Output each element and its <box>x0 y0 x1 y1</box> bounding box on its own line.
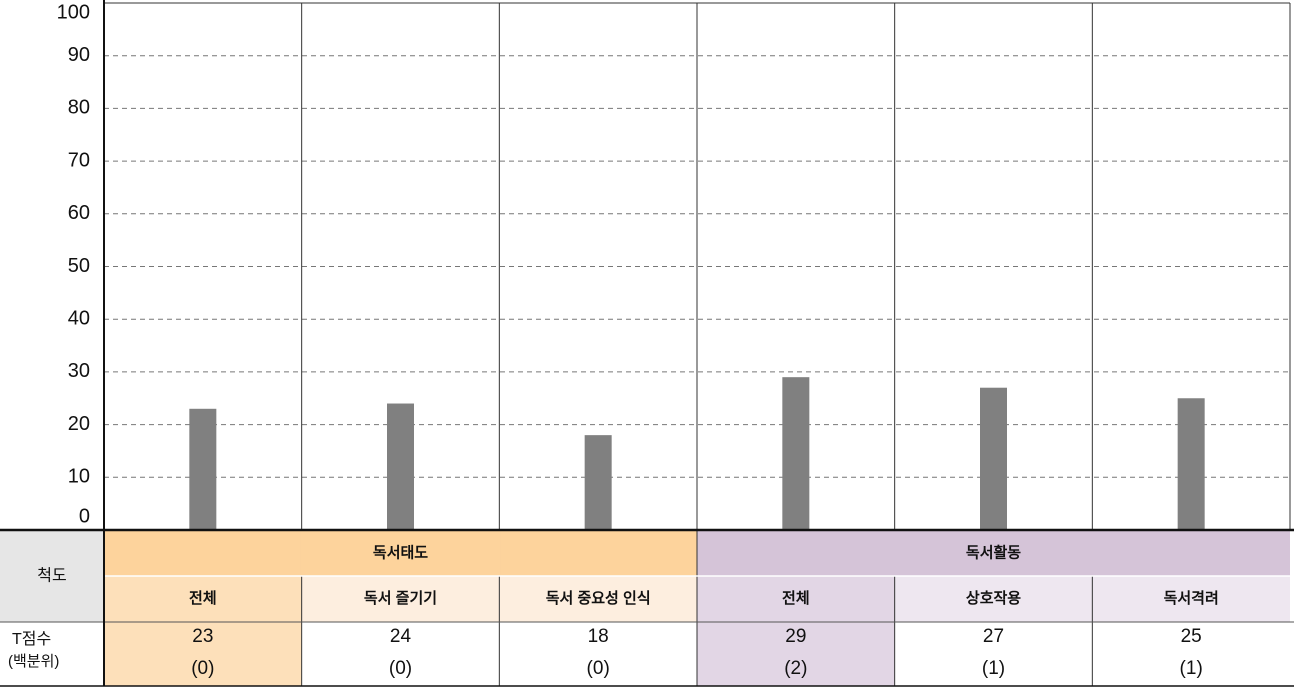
y-tick-label: 100 <box>57 1 90 23</box>
category-cell <box>894 576 1093 622</box>
bar <box>980 387 1007 530</box>
category-label: 독서 중요성 인식 <box>546 589 651 607</box>
bar <box>584 435 612 530</box>
percentile-value: (0) <box>587 658 610 679</box>
category-label: 전체 <box>782 590 810 607</box>
percentile-value: (0) <box>191 658 214 679</box>
group-cell <box>697 531 1290 576</box>
scale-label: 척도 <box>37 567 66 585</box>
score-value: 24 <box>390 626 412 647</box>
category-cell <box>1092 576 1290 622</box>
y-tick-label: 0 <box>79 505 90 527</box>
category-cell <box>697 576 895 622</box>
group-label: 독서활동 <box>966 543 1021 561</box>
category-label: 독서격려 <box>1164 589 1219 607</box>
y-tick-label: 40 <box>68 307 90 329</box>
category-label: 상호작용 <box>966 589 1021 607</box>
bar <box>782 377 810 530</box>
percentile-value: (1) <box>982 658 1005 679</box>
y-tick-label: 60 <box>68 202 90 224</box>
category-cell <box>499 576 697 622</box>
y-tick-label: 10 <box>68 466 90 488</box>
group-label: 독서태도 <box>373 544 428 561</box>
y-tick-label: 70 <box>68 149 90 171</box>
score-label: (백분위) <box>8 653 59 670</box>
score-value: 29 <box>785 626 806 647</box>
score-value: 23 <box>192 626 213 647</box>
percentile-value: (2) <box>784 658 807 679</box>
score-cell <box>697 622 895 686</box>
score-value: 25 <box>1181 626 1202 647</box>
group-cell <box>104 531 697 576</box>
score-value: 27 <box>983 626 1004 647</box>
scale-header-cell <box>0 531 104 622</box>
y-tick-label: 30 <box>68 360 90 382</box>
category-label: 독서 즐기기 <box>364 590 437 607</box>
percentile-value: (1) <box>1180 658 1203 679</box>
bar <box>387 403 414 530</box>
y-tick-label: 50 <box>68 255 90 277</box>
score-label: T점수 <box>12 630 51 648</box>
category-label: 전체 <box>189 590 217 607</box>
y-tick-label: 80 <box>68 97 90 119</box>
y-tick-label: 20 <box>68 413 90 435</box>
score-value: 18 <box>588 626 609 647</box>
score-cell <box>104 622 302 686</box>
bar <box>189 408 217 530</box>
category-cell <box>301 576 500 622</box>
bar <box>1177 398 1205 530</box>
percentile-value: (0) <box>389 658 412 679</box>
y-tick-label: 90 <box>68 44 90 66</box>
category-cell <box>104 576 302 622</box>
